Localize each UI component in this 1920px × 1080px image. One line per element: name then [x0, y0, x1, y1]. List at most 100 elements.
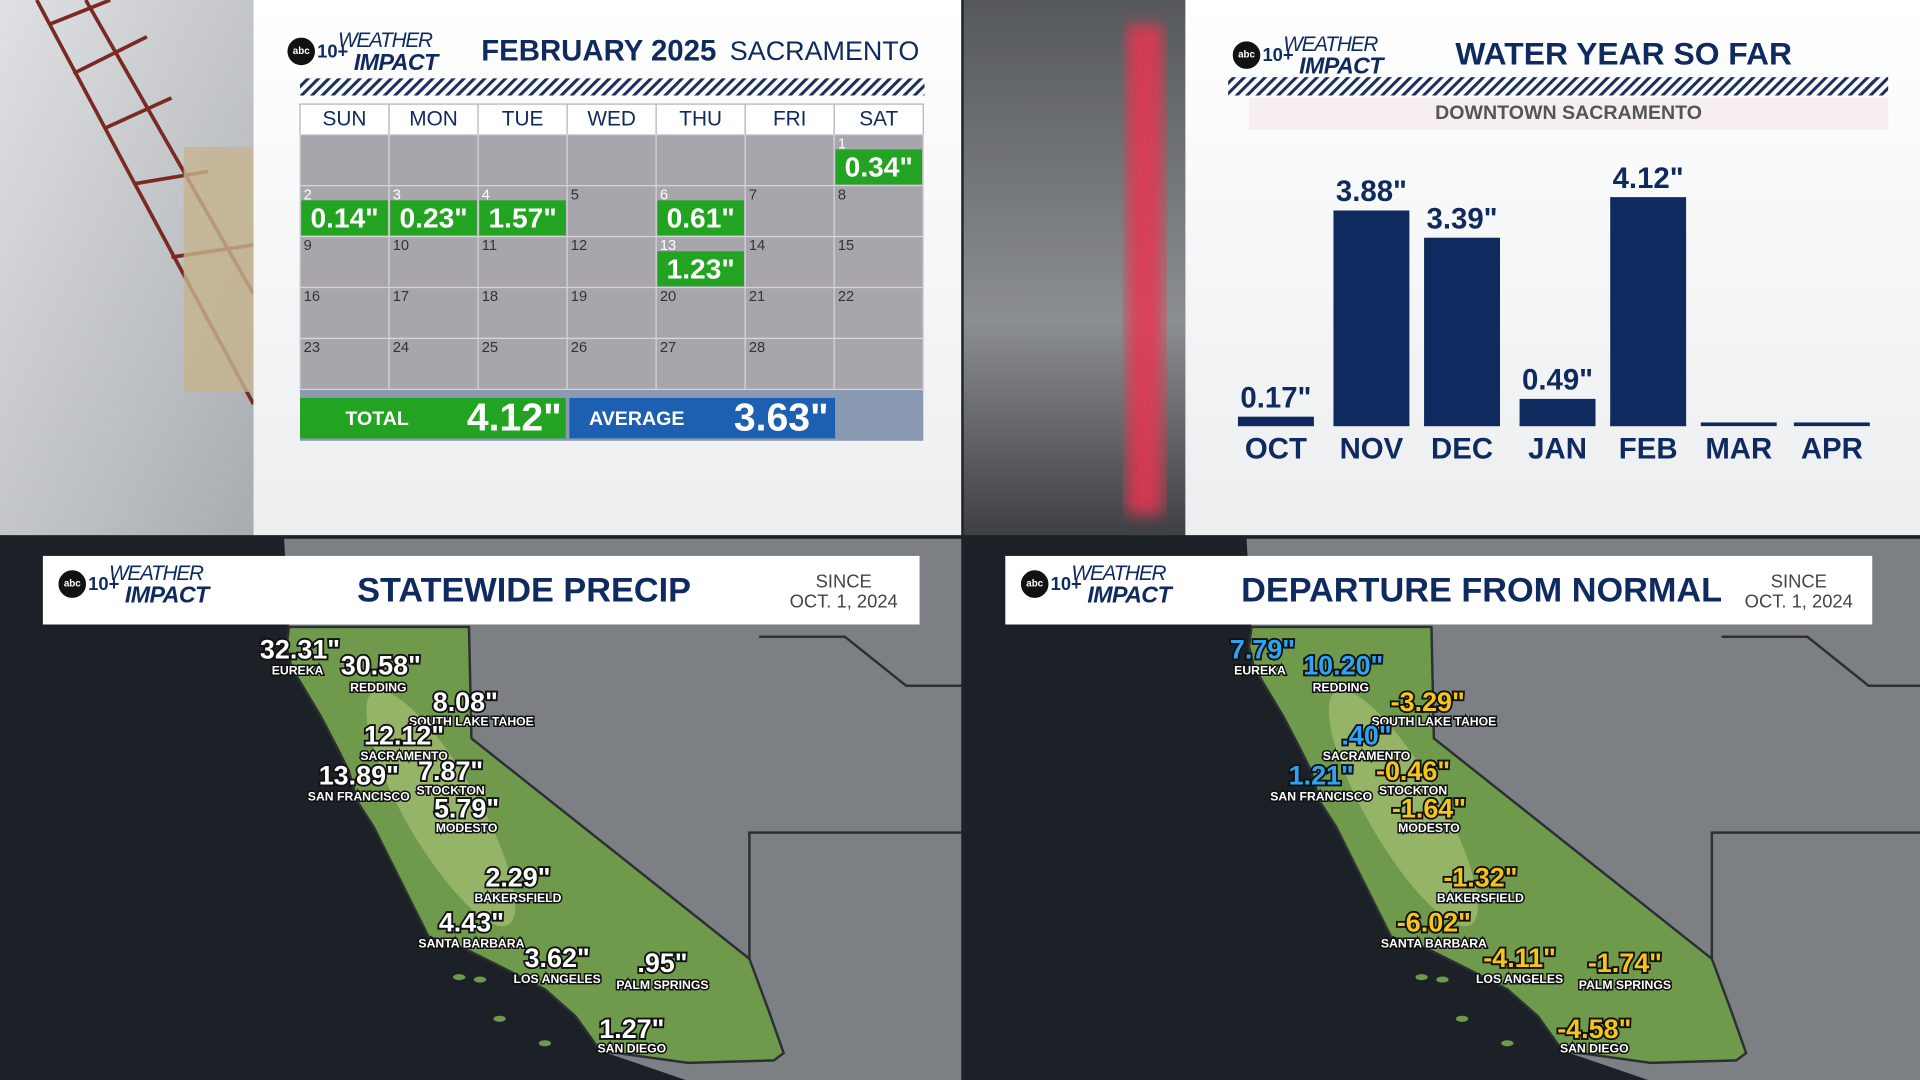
state-border — [759, 635, 963, 687]
city-name: EUREKA — [272, 663, 324, 677]
city-value: -4.11" — [1483, 943, 1556, 973]
chart-title: WATER YEAR SO FAR — [1455, 36, 1792, 72]
logo-line1: WEATHER — [109, 562, 204, 585]
day-number: 11 — [482, 238, 497, 254]
rain-value: 0.34" — [845, 151, 913, 182]
day-cell — [566, 134, 657, 187]
city-value: 30.58" — [341, 650, 421, 680]
logo-network: abc — [1026, 579, 1043, 590]
weekday-label: WED — [587, 108, 636, 131]
value-label: 4.12" — [1613, 162, 1684, 195]
city-value: -1.64" — [1392, 794, 1466, 824]
day-number: 13 — [660, 238, 676, 254]
rain-cell — [479, 200, 566, 236]
city-value: 1.21" — [1289, 761, 1354, 791]
day-cell — [655, 337, 746, 390]
day-number: 23 — [304, 340, 320, 356]
city-name: STOCKTON — [1379, 783, 1447, 797]
logo-channel: 10+ — [1262, 44, 1293, 65]
rain-cell — [390, 200, 477, 236]
day-number: 21 — [749, 289, 765, 305]
average-label: AVERAGE — [589, 408, 684, 430]
island — [1436, 976, 1449, 983]
value-label: 0.17" — [1240, 381, 1311, 414]
city-value: -1.74" — [1588, 948, 1662, 978]
island — [493, 1015, 506, 1022]
island — [538, 1040, 552, 1047]
weekday-cell — [388, 103, 479, 136]
x-tick-label: APR — [1801, 432, 1863, 465]
city-name: SACRAMENTO — [1323, 749, 1410, 763]
rain-cell — [301, 200, 388, 236]
rain-cell — [657, 251, 744, 287]
logo-channel: 10+ — [88, 573, 119, 594]
average-box — [569, 397, 836, 439]
total-label: TOTAL — [345, 408, 408, 430]
bar — [1237, 416, 1314, 427]
city-value: -1.32" — [1443, 862, 1517, 892]
city-value: 2.29" — [485, 862, 550, 892]
value-label: 3.88" — [1336, 175, 1407, 208]
since-date: OCT. 1, 2024 — [790, 590, 898, 611]
logo-channel: 10+ — [1051, 573, 1082, 594]
since-label: SINCE — [1771, 571, 1827, 592]
day-number: 1 — [838, 136, 846, 152]
weekday-label: MON — [409, 108, 458, 131]
average-value: 3.63" — [734, 396, 829, 439]
city-name: LOS ANGELES — [514, 972, 601, 986]
since-label: SINCE — [816, 571, 872, 592]
map-title: DEPARTURE FROM NORMAL — [1241, 572, 1722, 610]
day-cell — [566, 185, 657, 238]
city-value: 13.89" — [319, 761, 399, 791]
since-date: OCT. 1, 2024 — [1745, 590, 1853, 611]
map-header — [42, 555, 920, 625]
city-value: -0.46" — [1376, 756, 1450, 786]
chart-subtitle: DOWNTOWN SACRAMENTO — [1435, 102, 1702, 124]
city-value: 4.43" — [439, 908, 504, 938]
weekday-label: SUN — [323, 108, 367, 131]
bar — [1610, 197, 1687, 427]
x-tick-label: FEB — [1619, 432, 1678, 465]
day-cell — [655, 134, 746, 187]
day-number: 18 — [482, 289, 498, 305]
total-box — [300, 397, 566, 439]
layers — [284, 538, 1920, 1080]
day-cell — [833, 337, 924, 390]
day-cell — [744, 337, 835, 390]
total-value: 4.12" — [467, 396, 562, 439]
logo-channel: 10+ — [317, 40, 348, 61]
weekday-cell — [744, 103, 835, 136]
city-name: SAN FRANCISCO — [1270, 789, 1372, 803]
city-name: SAN DIEGO — [598, 1042, 667, 1056]
bar — [1333, 210, 1410, 427]
rain-value: 0.23" — [399, 202, 467, 233]
state-border — [1710, 831, 1920, 959]
city-name: MODESTO — [436, 821, 498, 835]
city-value: 32.31" — [260, 635, 340, 665]
rain-value: 0.14" — [310, 202, 378, 233]
city-name: SAN FRANCISCO — [308, 789, 410, 803]
city-value: 3.62" — [525, 943, 590, 973]
day-number: 22 — [838, 289, 854, 305]
state-border — [1721, 635, 1920, 687]
city-value: .95" — [637, 948, 687, 978]
city-value: .40" — [1341, 720, 1391, 750]
day-number: 5 — [571, 187, 579, 203]
city-name: LOS ANGELES — [1476, 972, 1563, 986]
city-name: SOUTH LAKE TAHOE — [409, 715, 534, 729]
city-value: 10.20" — [1303, 650, 1383, 680]
city-value: 1.27" — [599, 1014, 664, 1044]
city-value: 7.87" — [418, 756, 483, 786]
day-number: 14 — [749, 238, 765, 254]
city-value: -3.29" — [1391, 687, 1465, 717]
day-number: 17 — [393, 289, 409, 305]
day-number: 15 — [838, 238, 854, 254]
day-number: 24 — [393, 340, 409, 356]
day-number: 2 — [304, 187, 312, 203]
logo-network: abc — [293, 46, 310, 57]
day-cell — [744, 134, 835, 187]
logo-network: abc — [1238, 50, 1255, 61]
day-number: 6 — [660, 187, 668, 203]
